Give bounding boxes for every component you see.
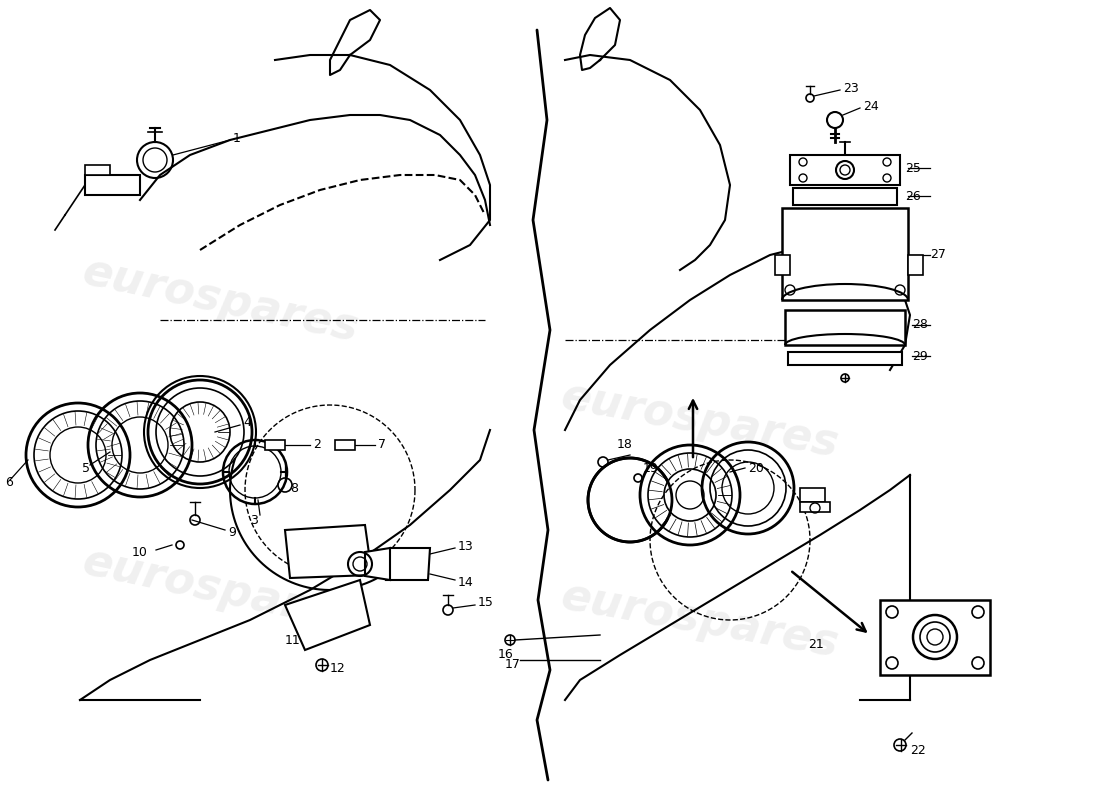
Polygon shape [782, 208, 907, 300]
Text: 27: 27 [930, 249, 946, 262]
Text: 24: 24 [864, 99, 879, 113]
Text: 28: 28 [912, 318, 928, 331]
Polygon shape [285, 525, 372, 578]
Text: 18: 18 [617, 438, 632, 451]
Text: 13: 13 [458, 539, 474, 553]
Text: 6: 6 [6, 477, 13, 490]
Text: 3: 3 [250, 514, 257, 526]
Text: 23: 23 [843, 82, 859, 94]
Text: 15: 15 [478, 597, 494, 610]
Text: 26: 26 [905, 190, 921, 202]
Text: 11: 11 [285, 634, 300, 646]
Polygon shape [776, 255, 790, 275]
Polygon shape [386, 548, 430, 580]
Polygon shape [788, 352, 902, 365]
Text: 7: 7 [378, 438, 386, 451]
Polygon shape [880, 600, 990, 675]
Text: 1: 1 [233, 131, 241, 145]
Text: 12: 12 [330, 662, 345, 674]
Text: 4: 4 [243, 417, 251, 430]
Text: eurospares: eurospares [558, 374, 843, 466]
Polygon shape [800, 488, 825, 502]
Polygon shape [790, 155, 900, 185]
Text: 2: 2 [314, 438, 321, 451]
Text: 10: 10 [132, 546, 148, 559]
Polygon shape [365, 548, 390, 580]
Text: 29: 29 [912, 350, 927, 362]
Polygon shape [85, 165, 110, 175]
Text: eurospares: eurospares [78, 250, 362, 350]
Text: 9: 9 [228, 526, 235, 538]
Text: 5: 5 [82, 462, 90, 474]
Polygon shape [908, 255, 923, 275]
Text: 17: 17 [505, 658, 521, 671]
Text: 25: 25 [905, 162, 921, 174]
Text: eurospares: eurospares [558, 574, 843, 666]
Text: eurospares: eurospares [78, 540, 362, 640]
Polygon shape [800, 502, 830, 512]
Text: 20: 20 [748, 462, 763, 474]
Polygon shape [265, 440, 285, 450]
Polygon shape [85, 175, 140, 195]
Polygon shape [793, 188, 896, 205]
Polygon shape [336, 440, 355, 450]
Text: 14: 14 [458, 575, 474, 589]
Text: 19: 19 [644, 462, 659, 474]
Polygon shape [785, 310, 905, 345]
Text: 21: 21 [808, 638, 824, 651]
Polygon shape [285, 580, 370, 650]
Text: 22: 22 [910, 743, 926, 757]
Text: 8: 8 [290, 482, 298, 494]
Text: 16: 16 [498, 649, 514, 662]
